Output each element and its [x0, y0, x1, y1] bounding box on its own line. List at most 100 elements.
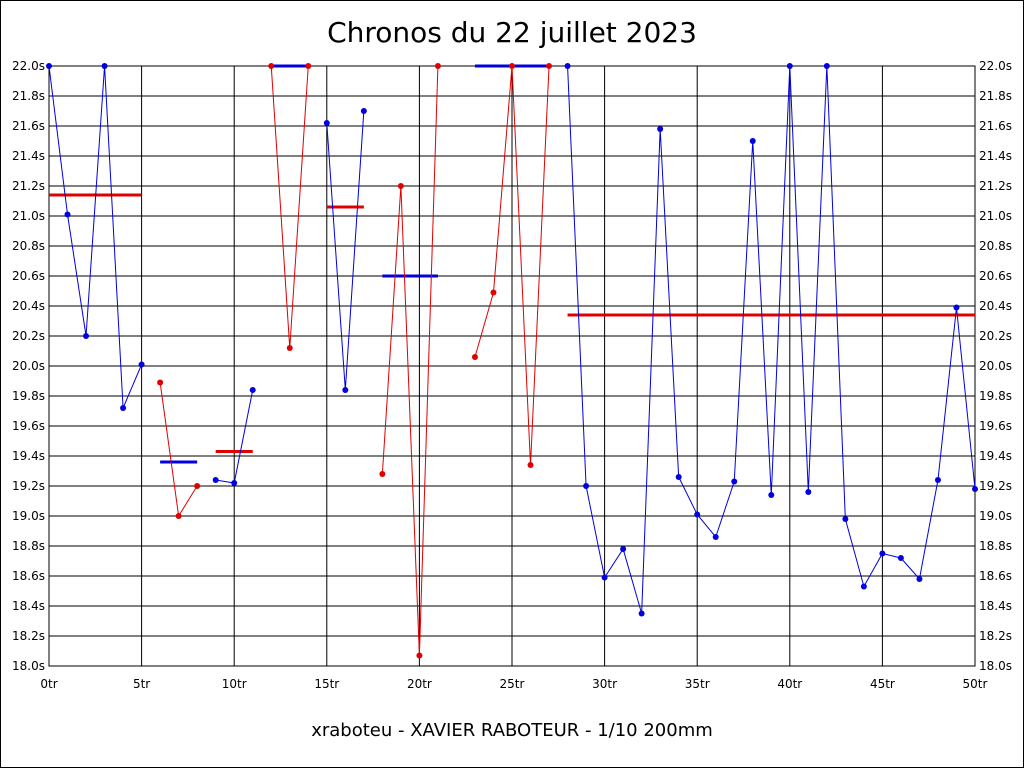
data-point-red: [286, 345, 293, 351]
data-point-red: [397, 183, 404, 189]
data-point-red: [175, 513, 182, 519]
y-tick-label-right: 19.6s: [979, 419, 1012, 433]
data-point-blue: [897, 555, 904, 561]
data-point-blue: [323, 120, 330, 126]
data-point-blue: [638, 610, 645, 617]
data-point-red: [305, 63, 312, 69]
y-tick-label-right: 22.0s: [979, 59, 1012, 73]
x-tick-label: 30tr: [592, 677, 617, 691]
x-tick-label: 5tr: [133, 677, 150, 691]
data-point-blue: [564, 63, 571, 69]
data-point-red: [527, 462, 534, 468]
data-point-blue: [249, 387, 256, 393]
data-point-blue: [620, 546, 627, 552]
y-tick-label-right: 18.8s: [979, 539, 1012, 553]
series-line-red: [159, 382, 198, 518]
data-point-blue: [934, 477, 941, 483]
data-point-blue: [694, 511, 701, 518]
x-tick-label: 50tr: [963, 677, 988, 691]
y-tick-label-right: 21.2s: [979, 179, 1012, 193]
x-tick-label: 40tr: [777, 677, 802, 691]
data-point-blue: [360, 108, 367, 114]
y-tick-label-left: 19.4s: [12, 449, 45, 463]
data-point-red: [379, 471, 386, 477]
tick-labels-layer: 18.0s 18.0s 18.2s 18.2s 18.4s 18.4s 18.6s 18.6s…: [12, 59, 1012, 691]
y-tick-label-right: 19.0s: [979, 509, 1012, 523]
data-point-blue: [231, 480, 238, 486]
data-point-red: [546, 63, 553, 69]
data-point-blue: [138, 361, 145, 368]
y-tick-label-right: 21.0s: [979, 209, 1012, 223]
grid-layer: [48, 65, 976, 667]
series-line-blue: [326, 110, 365, 391]
data-point-blue: [657, 126, 664, 132]
y-tick-label-left: 22.0s: [12, 59, 45, 73]
y-tick-label-right: 18.0s: [979, 659, 1012, 673]
y-tick-label-left: 18.4s: [12, 599, 45, 613]
x-tick-label: 35tr: [685, 677, 710, 691]
x-tick-label: 20tr: [407, 677, 432, 691]
data-point-blue: [120, 405, 127, 411]
y-tick-label-right: 18.2s: [979, 629, 1012, 643]
x-tick-label: 10tr: [222, 677, 247, 691]
series-line-blue: [567, 65, 976, 614]
x-tick-label: 0tr: [40, 677, 57, 691]
data-point-blue: [101, 63, 108, 69]
data-point-blue: [749, 138, 756, 144]
data-point-blue: [879, 550, 886, 557]
data-point-red: [434, 63, 441, 69]
y-tick-label-left: 21.8s: [12, 89, 45, 103]
data-point-blue: [823, 63, 830, 69]
y-tick-label-right: 19.4s: [979, 449, 1012, 463]
y-tick-label-right: 18.4s: [979, 599, 1012, 613]
y-tick-label-left: 18.2s: [12, 629, 45, 643]
data-point-blue: [583, 483, 590, 489]
y-tick-label-left: 21.0s: [12, 209, 45, 223]
chart-title: Chronos du 22 juillet 2023: [327, 16, 697, 49]
y-tick-label-left: 18.0s: [12, 659, 45, 673]
y-tick-label-left: 20.6s: [12, 269, 45, 283]
data-point-blue: [972, 486, 978, 492]
data-point-blue: [712, 534, 719, 540]
y-tick-label-right: 21.6s: [979, 119, 1012, 133]
y-tick-label-left: 21.4s: [12, 149, 45, 163]
data-point-blue: [64, 211, 71, 218]
y-tick-label-left: 20.2s: [12, 329, 45, 343]
data-point-blue: [768, 492, 775, 498]
data-point-blue: [916, 576, 923, 582]
y-tick-label-right: 20.0s: [979, 359, 1012, 373]
y-tick-label-left: 20.8s: [12, 239, 45, 253]
y-tick-label-left: 19.2s: [12, 479, 45, 493]
data-point-blue: [83, 333, 90, 339]
series-line-blue: [48, 65, 143, 409]
data-point-red: [509, 63, 515, 69]
y-tick-label-right: 19.2s: [979, 479, 1012, 493]
x-tick-label: 25tr: [500, 677, 525, 691]
y-tick-label-right: 20.8s: [979, 239, 1012, 253]
data-point-blue: [731, 478, 738, 485]
data-point-red: [157, 379, 164, 386]
data-point-blue: [601, 574, 608, 581]
data-point-red: [490, 289, 497, 296]
data-point-blue: [46, 63, 52, 69]
data-point-blue: [342, 387, 349, 393]
data-point-blue: [212, 477, 219, 483]
y-tick-label-right: 21.8s: [979, 89, 1012, 103]
data-point-blue: [842, 516, 849, 522]
data-point-blue: [786, 63, 793, 69]
data-point-blue: [953, 304, 960, 311]
y-tick-label-right: 20.6s: [979, 269, 1012, 283]
y-tick-label-right: 20.4s: [979, 299, 1012, 313]
y-tick-label-left: 20.0s: [12, 359, 45, 373]
x-tick-label: 45tr: [870, 677, 895, 691]
data-point-red: [416, 652, 423, 659]
x-tick-label: 15tr: [314, 677, 339, 691]
data-point-blue: [805, 489, 812, 495]
y-tick-label-left: 21.2s: [12, 179, 45, 193]
chart-footer: xraboteu - XAVIER RABOTEUR - 1/10 200mm: [311, 720, 713, 741]
series-layer: [46, 63, 978, 659]
y-tick-label-left: 19.0s: [12, 509, 45, 523]
series-line-red: [381, 65, 439, 656]
y-tick-label-left: 21.6s: [12, 119, 45, 133]
